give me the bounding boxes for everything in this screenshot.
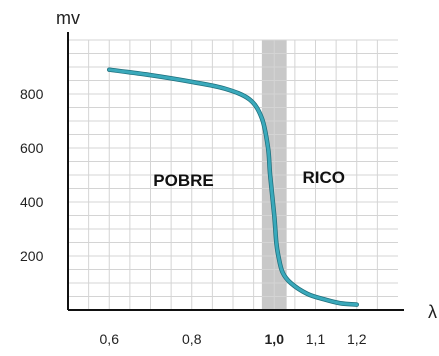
grid-layer: [68, 39, 398, 310]
series-layer: [107, 67, 359, 307]
y-axis-title: mv: [56, 8, 80, 28]
y-tick-label: 200: [20, 248, 44, 264]
x-tick-label: 1,0: [265, 331, 285, 347]
axis-layer: [67, 32, 404, 311]
region-annotation: POBRE: [153, 171, 213, 190]
label-layer: mv λ 200 400 600 800 0,6 0,8 1,0 1,1 1,2 POBRE RICO: [20, 8, 437, 347]
y-tick-label: 400: [20, 194, 44, 210]
region-annotation: RICO: [303, 168, 346, 187]
sensor-voltage-line: [107, 68, 359, 307]
x-tick-label: 1,2: [347, 331, 367, 347]
x-tick-label: 1,1: [306, 331, 326, 347]
y-tick-label: 600: [20, 140, 44, 156]
x-tick-label: 0,8: [182, 331, 202, 347]
x-tick-label: 0,6: [100, 331, 120, 347]
y-tick-label: 800: [20, 86, 44, 102]
x-axis-title: λ: [428, 302, 437, 322]
